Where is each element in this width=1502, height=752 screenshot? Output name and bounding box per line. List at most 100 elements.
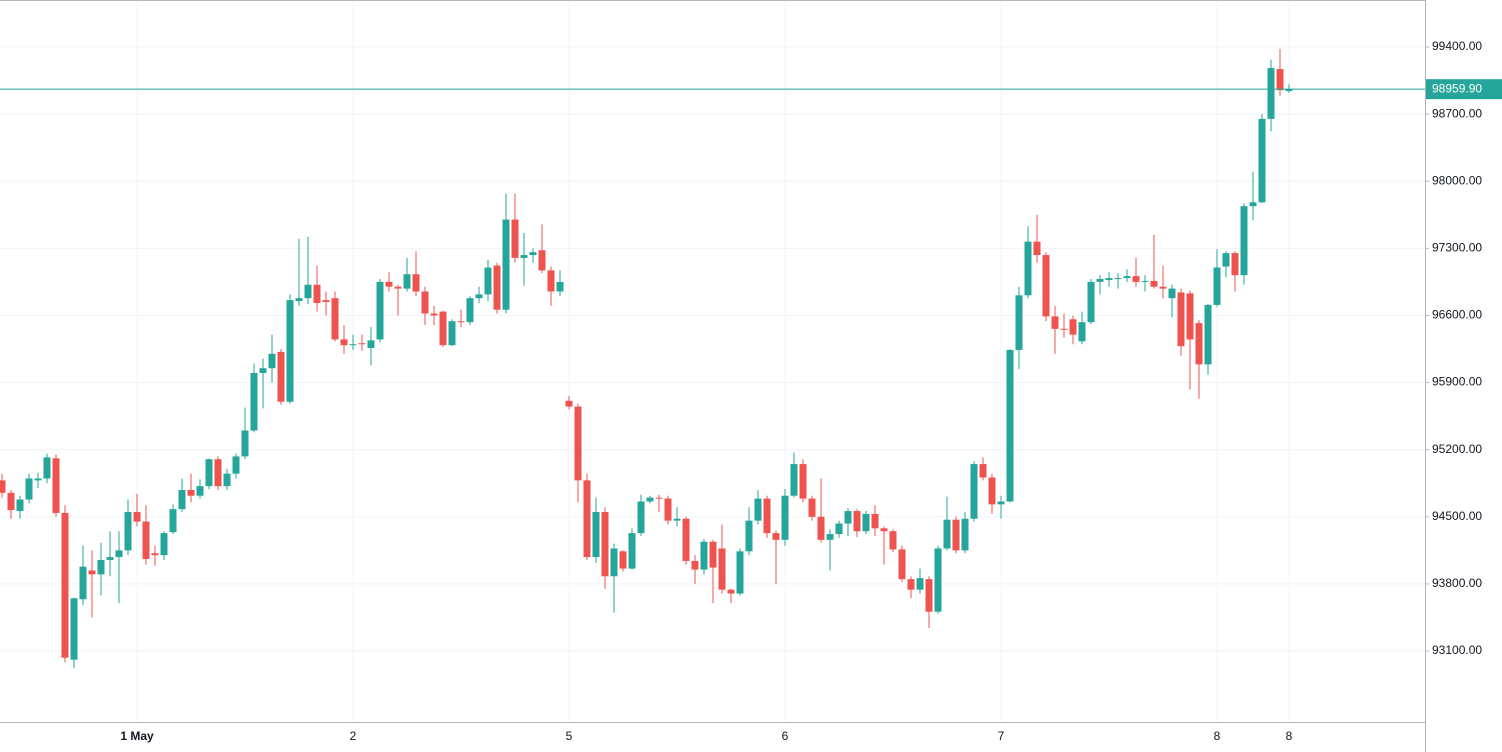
candle-body (961, 518, 969, 551)
x-tick-label: 8 (1286, 729, 1293, 743)
last-price-label: 98959.90 (1432, 81, 1482, 95)
y-tick-label: 99400.00 (1432, 39, 1482, 53)
candle-body (556, 281, 564, 292)
candle-body (0, 480, 6, 493)
x-tick-label: 7 (998, 729, 1005, 743)
candle-body (88, 570, 96, 575)
candle-body (1051, 316, 1059, 329)
x-tick-label: 2 (350, 729, 357, 743)
candle-body (682, 518, 690, 561)
candle-body (223, 473, 231, 487)
candle-body (700, 541, 708, 570)
last-price-tag (1426, 79, 1502, 100)
candle-body (178, 489, 186, 510)
candle-body (142, 521, 150, 559)
candle-body (529, 252, 537, 256)
candle-body (727, 589, 735, 594)
candle-body (799, 464, 807, 499)
candle-body (259, 368, 267, 373)
candle-body (196, 486, 204, 496)
y-tick-label: 93100.00 (1432, 643, 1482, 657)
candle-body (772, 533, 780, 540)
candle-body (1114, 278, 1122, 280)
candle-body (763, 498, 771, 534)
candle-body (1159, 286, 1167, 289)
candle-body (106, 557, 114, 560)
candle-body (1195, 323, 1203, 365)
candle-body (1060, 328, 1068, 330)
y-tick-label: 98000.00 (1432, 173, 1482, 187)
candle-body (1222, 253, 1230, 267)
candle-body (16, 499, 24, 512)
candle-body (52, 458, 60, 513)
x-tick-label: 6 (782, 729, 789, 743)
candle-body (619, 551, 627, 569)
candle-body (169, 509, 177, 533)
candle-body (898, 549, 906, 580)
candle-body (934, 548, 942, 612)
candle-body (862, 513, 870, 532)
candle-body (691, 560, 699, 570)
candle-body (304, 284, 312, 299)
y-tick-label: 98700.00 (1432, 106, 1482, 120)
candle-body (1231, 253, 1239, 276)
candle-body (790, 464, 798, 496)
x-tick-label: 1 May (120, 729, 154, 743)
candle-body (403, 274, 411, 289)
candle-body (349, 344, 357, 346)
candle-body (907, 579, 915, 590)
candle-body (412, 274, 420, 292)
candle-body (70, 598, 78, 660)
candle-body (295, 298, 303, 302)
x-tick-label: 8 (1214, 729, 1221, 743)
candle-body (1204, 304, 1212, 365)
candle-body (925, 579, 933, 612)
candle-body (565, 400, 573, 407)
candle-body (1240, 206, 1248, 276)
candle-body (520, 255, 528, 258)
candle-body (466, 298, 474, 323)
candle-body (952, 519, 960, 551)
candle-body (538, 250, 546, 271)
y-tick-label: 95200.00 (1432, 442, 1482, 456)
candle-body (808, 498, 816, 517)
candle-body (1213, 267, 1221, 305)
candle-body (421, 291, 429, 314)
candle-body (592, 512, 600, 558)
candle-body (1024, 241, 1032, 296)
candle-body (835, 523, 843, 535)
candles (0, 48, 1425, 669)
candle-body (718, 548, 726, 590)
candle-body (1078, 322, 1086, 342)
candle-body (484, 267, 492, 295)
candle-body (1015, 295, 1023, 350)
candle-body (979, 464, 987, 478)
candle-body (736, 551, 744, 594)
candle-body (1069, 319, 1077, 335)
candle-body (457, 321, 465, 323)
y-tick-label: 97300.00 (1432, 241, 1482, 255)
candle-body (853, 511, 861, 532)
candle-body (826, 534, 834, 540)
candle-body (7, 492, 15, 511)
candle-body (502, 219, 510, 310)
grid (0, 0, 1425, 722)
candle-body (1006, 349, 1014, 502)
candle-body (610, 548, 618, 577)
candle-body (205, 459, 213, 487)
candle-body (547, 270, 555, 292)
candle-body (916, 578, 924, 590)
candle-body (601, 512, 609, 577)
candle-body (1087, 281, 1095, 323)
candle-body (475, 294, 483, 299)
candle-body (1042, 255, 1050, 317)
candle-body (250, 372, 258, 431)
candle-body (493, 265, 501, 310)
candle-body (187, 489, 195, 496)
candle-body (151, 553, 159, 556)
candle-body (817, 516, 825, 540)
candle-body (331, 298, 339, 340)
candle-body (988, 477, 996, 505)
candle-body (385, 281, 393, 287)
candle-body (277, 351, 285, 402)
